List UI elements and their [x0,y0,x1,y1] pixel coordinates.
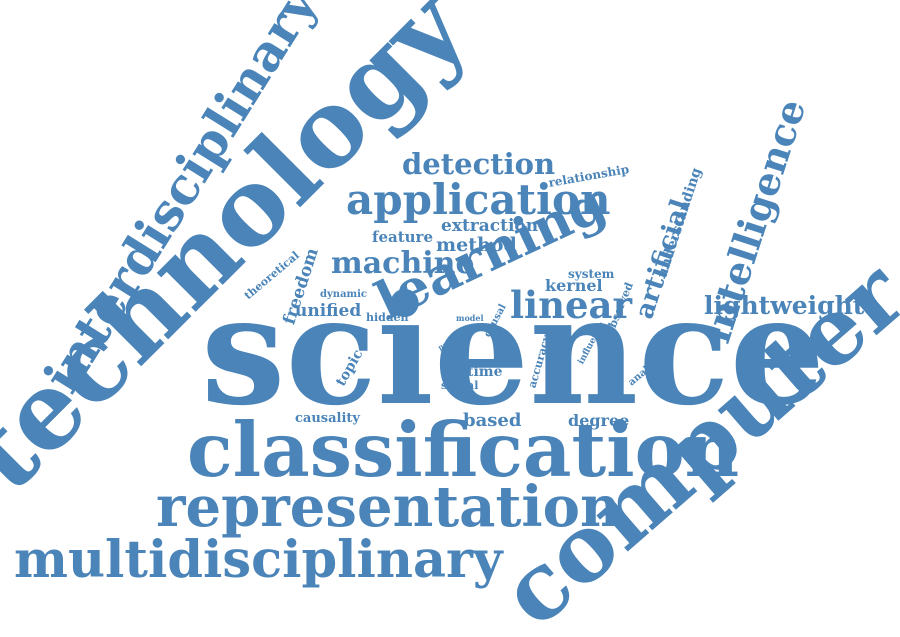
word-based: based [463,410,522,431]
word-multidisciplinary: multidisciplinary [14,530,503,590]
word-method: method [436,234,517,256]
word-detection: detection [402,147,556,181]
word-hidden: hidden [366,311,409,324]
word-signal: signal [441,379,479,392]
word-linear: linear [510,283,633,327]
word-machine: machine [331,246,475,281]
word-representation: representation [156,474,621,540]
word-application: application [346,175,611,224]
word-kernel: kernel [545,276,603,295]
word-lightweight: lightweight [704,291,865,320]
word-classification: classification [187,406,740,494]
word-system: system [568,267,615,281]
word-causality: causality [295,411,360,426]
word-science: science [201,263,826,439]
word-feature: feature [372,228,433,246]
word-time: time [467,364,503,380]
word-extraction: extraction [441,216,539,236]
word-unified: unified [295,301,362,321]
word-model: model [456,313,484,323]
word-dynamic: dynamic [320,289,368,300]
word-degree: degree [568,411,630,430]
